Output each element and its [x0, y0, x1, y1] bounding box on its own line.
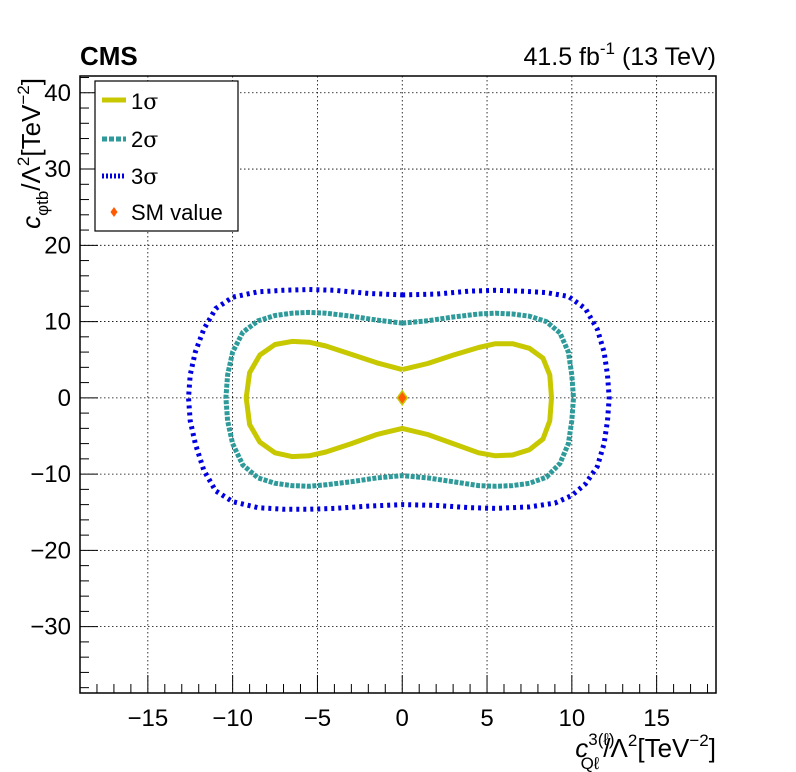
sm-value-marker: [396, 389, 409, 407]
x-axis-label: c3(ℓ) Qℓ/Λ2[TeV−2]: [575, 730, 716, 772]
contours: [186, 287, 612, 512]
y-tick-label: −20: [30, 537, 71, 564]
x-label-unit: [TeV: [637, 733, 690, 763]
y-tick-label: 10: [44, 309, 71, 336]
lumi-value: 41.5 fb: [523, 43, 599, 71]
x-tick-label: 5: [480, 705, 493, 732]
y-label-symbol: c: [16, 216, 46, 229]
y-label-rest: /Λ: [16, 165, 46, 190]
experiment-label: CMS: [80, 41, 138, 71]
lumi-label: 41.5 fb-1 (13 TeV): [523, 39, 716, 71]
lumi-exponent: -1: [600, 39, 615, 58]
x-tick-label: −5: [304, 705, 331, 732]
y-tick-label: −10: [30, 461, 71, 488]
y-label-sub: φtb: [33, 191, 52, 216]
y-label-rest-sup: 2: [14, 157, 33, 166]
legend-label-sm-value: SM value: [131, 200, 223, 225]
x-label-rest-sup: 2: [628, 731, 637, 750]
x-tick-label: −15: [127, 705, 168, 732]
x-tick-label: 10: [558, 705, 585, 732]
contour-1sigma: [243, 338, 554, 460]
y-tick-label: 20: [44, 232, 71, 259]
legend-label-1sigma: 1σ: [131, 89, 158, 115]
sm-marker-layer: [396, 389, 409, 407]
axis-tick-labels: −15 −10 −5 0 5 10 15 −30 −20 −10 0 10 20 30 40: [30, 80, 670, 732]
legend-box: [94, 80, 239, 232]
legend-label-2sigma: 2σ: [131, 127, 158, 153]
y-tick-label: 30: [44, 156, 71, 183]
x-tick-label: 15: [643, 705, 670, 732]
energy-label: (13 TeV): [615, 43, 716, 71]
legend: 1σ 2σ 3σ SM value: [94, 80, 239, 232]
x-label-symbol: c: [575, 733, 588, 763]
x-label-unit-sup: −2: [689, 731, 708, 750]
x-tick-label: −10: [212, 705, 253, 732]
x-label-unit-end: ]: [709, 733, 716, 763]
y-label-unit-end: ]: [16, 78, 46, 85]
y-tick-label: 40: [44, 80, 71, 107]
legend-swatch-sm-value: [110, 207, 118, 217]
x-label-rest: /Λ: [603, 733, 628, 763]
x-tick-label: 0: [396, 705, 409, 732]
y-tick-label: −30: [30, 614, 71, 641]
x-label-sub: Qℓ: [581, 754, 600, 772]
y-label-unit: [TeV: [16, 104, 46, 157]
contour-3sigma: [186, 287, 612, 512]
plot-frame: [79, 75, 717, 694]
contour-2sigma: [223, 309, 576, 489]
legend-label-3sigma: 3σ: [131, 164, 158, 190]
y-label-unit-sup: −2: [14, 85, 33, 104]
y-tick-label: 0: [58, 385, 71, 412]
x-label-sup: 3(ℓ): [588, 730, 614, 749]
y-axis-label: cφtb/Λ2[TeV−2]: [14, 78, 52, 229]
